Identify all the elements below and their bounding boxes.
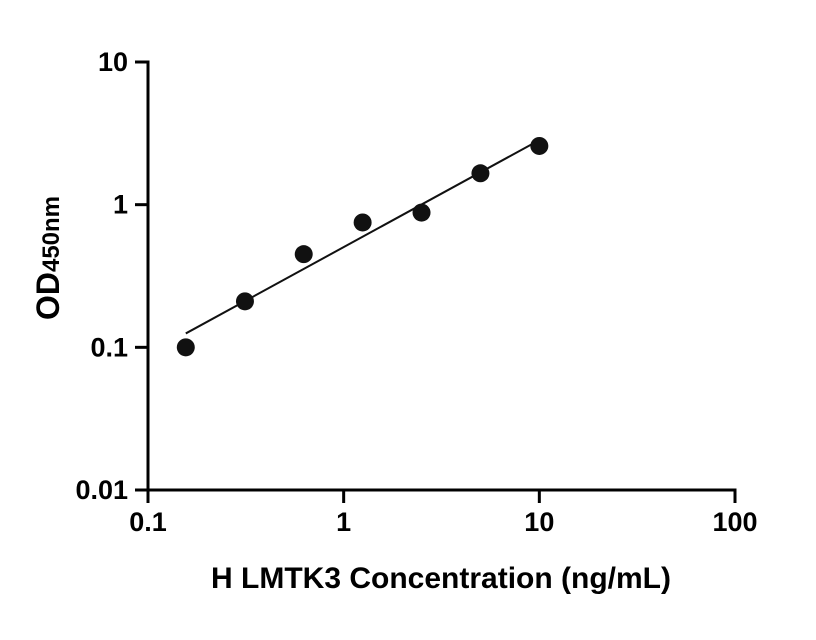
y-axis-title-main: OD <box>30 272 66 321</box>
y-tick-label: 0.01 <box>75 475 128 505</box>
y-tick-label: 1 <box>113 190 128 220</box>
data-point <box>530 136 549 155</box>
x-tick-label: 0.1 <box>129 507 167 537</box>
x-tick-label: 1 <box>336 507 351 537</box>
x-tick-label: 10 <box>524 507 554 537</box>
y-tick-label: 10 <box>98 47 128 77</box>
data-point <box>176 338 195 357</box>
y-tick-label: 0.1 <box>90 332 128 362</box>
y-axis-title-sub: 450nm <box>38 195 65 273</box>
y-axis-title: OD450nm <box>30 195 66 321</box>
data-point <box>235 292 254 311</box>
data-point <box>353 213 372 232</box>
data-point <box>294 245 313 264</box>
axes <box>146 60 737 492</box>
data-point <box>412 203 431 222</box>
data-point <box>471 164 490 183</box>
x-tick-label: 100 <box>712 507 757 537</box>
x-axis-title: H LMTK3 Concentration (ng/mL) <box>211 562 671 595</box>
